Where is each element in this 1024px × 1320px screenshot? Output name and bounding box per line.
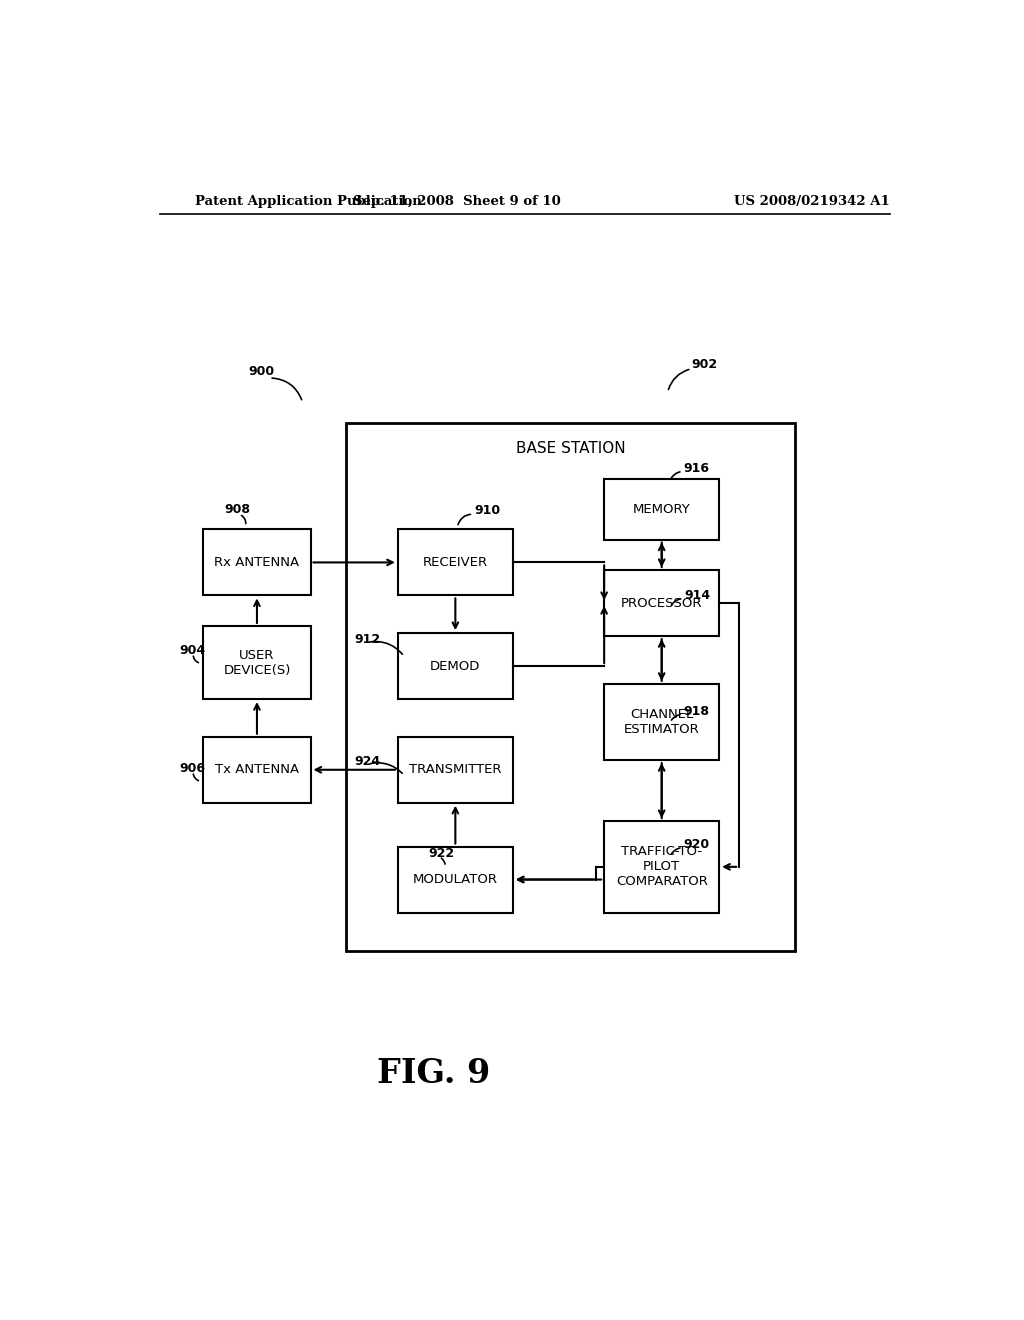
- Text: Rx ANTENNA: Rx ANTENNA: [214, 556, 300, 569]
- Text: 902: 902: [691, 358, 718, 371]
- Text: TRANSMITTER: TRANSMITTER: [410, 763, 502, 776]
- Text: 906: 906: [179, 762, 206, 775]
- Bar: [397, 737, 513, 803]
- Bar: [397, 846, 513, 912]
- Bar: [604, 821, 719, 912]
- Bar: [604, 684, 719, 760]
- Bar: [204, 737, 310, 803]
- Text: 920: 920: [684, 838, 710, 851]
- Text: MODULATOR: MODULATOR: [413, 873, 498, 886]
- Text: TRAFFIC-TO-
PILOT
COMPARATOR: TRAFFIC-TO- PILOT COMPARATOR: [615, 845, 708, 888]
- Bar: [604, 570, 719, 636]
- Text: Sep. 11, 2008  Sheet 9 of 10: Sep. 11, 2008 Sheet 9 of 10: [353, 194, 561, 207]
- Text: US 2008/0219342 A1: US 2008/0219342 A1: [734, 194, 890, 207]
- Text: 904: 904: [179, 644, 206, 657]
- Text: RECEIVER: RECEIVER: [423, 556, 487, 569]
- Bar: [397, 529, 513, 595]
- Text: Patent Application Publication: Patent Application Publication: [196, 194, 422, 207]
- Text: MEMORY: MEMORY: [633, 503, 690, 516]
- Text: 900: 900: [249, 366, 274, 379]
- Text: CHANNEL
ESTIMATOR: CHANNEL ESTIMATOR: [624, 708, 699, 737]
- Text: 916: 916: [684, 462, 710, 475]
- Text: 910: 910: [474, 503, 500, 516]
- Bar: [346, 422, 795, 952]
- Text: 924: 924: [354, 755, 380, 768]
- Text: 912: 912: [354, 632, 380, 645]
- Text: 908: 908: [225, 503, 251, 516]
- Text: 918: 918: [684, 705, 710, 718]
- Text: DEMOD: DEMOD: [430, 660, 480, 673]
- Bar: [204, 529, 310, 595]
- Text: FIG. 9: FIG. 9: [377, 1056, 490, 1090]
- Text: Tx ANTENNA: Tx ANTENNA: [215, 763, 299, 776]
- Bar: [604, 479, 719, 540]
- Text: 922: 922: [428, 847, 454, 861]
- Text: USER
DEVICE(S): USER DEVICE(S): [223, 648, 291, 677]
- Bar: [204, 626, 310, 700]
- Text: PROCESSOR: PROCESSOR: [621, 597, 702, 610]
- Text: 914: 914: [684, 589, 711, 602]
- Text: BASE STATION: BASE STATION: [516, 441, 626, 455]
- Bar: [397, 634, 513, 700]
